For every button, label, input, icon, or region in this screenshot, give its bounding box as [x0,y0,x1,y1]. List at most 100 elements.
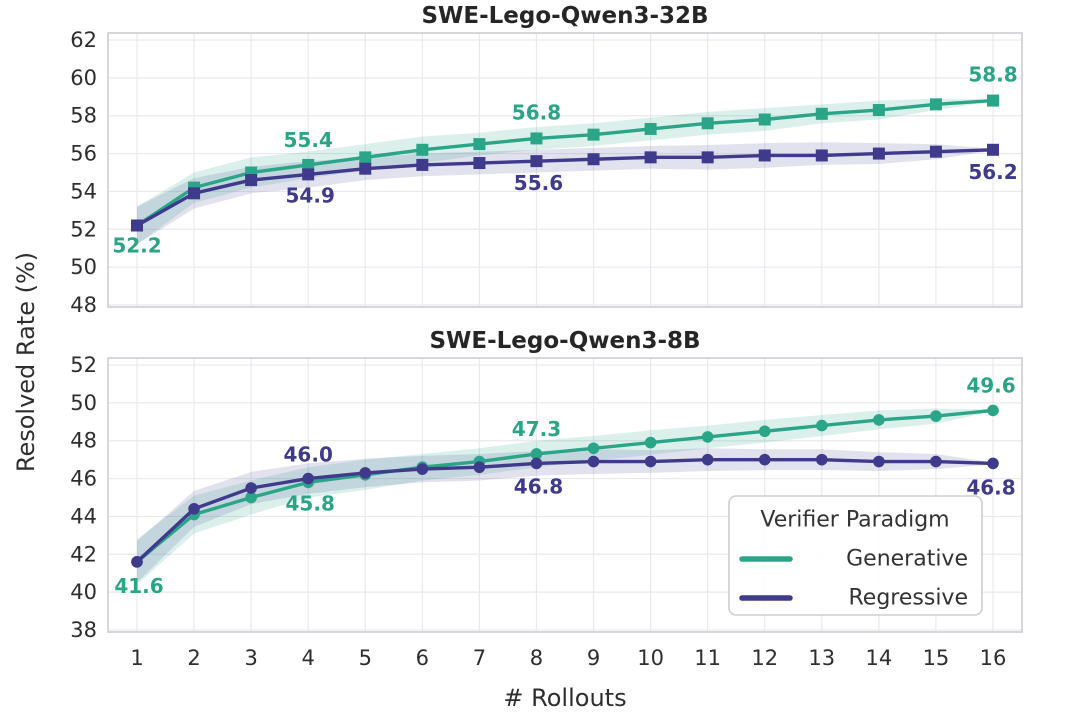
annotation-regressive-x16: 56.2 [968,160,1017,184]
y-tick-label: 46 [70,467,97,491]
marker-circle-regressive [701,453,714,466]
series-line-generative [136,98,994,227]
x-tick-label: 1 [130,646,143,670]
marker-square-generative [872,104,885,117]
marker-circle-generative [701,431,714,443]
x-tick-label: 5 [359,646,372,670]
marker-square-regressive [473,157,486,170]
x-tick-label: 6 [416,646,429,670]
marker-square-regressive [188,187,201,200]
x-tick-label: 14 [865,646,892,670]
marker-square-generative [587,128,600,141]
marker-square-generative [701,117,714,130]
marker-circle-regressive [245,482,257,494]
marker-circle-generative [758,425,771,438]
annotation-generative-x4: 55.4 [284,128,333,152]
marker-square-regressive [302,168,315,181]
x-tick-label: 13 [808,646,835,670]
y-tick-label: 54 [70,179,97,203]
marker-square-regressive [131,219,143,232]
marker-square-generative [815,107,828,120]
marker-circle-regressive [816,453,828,466]
legend: Verifier Paradigm Generative Regressive [728,495,983,616]
marker-square-regressive [872,147,885,160]
y-tick-label: 38 [70,618,97,642]
annotation-generative-x16: 58.8 [968,63,1017,87]
marker-square-generative [929,98,942,111]
marker-circle-regressive [473,461,486,474]
marker-square-regressive [530,155,543,168]
marker-square-generative [758,113,771,126]
marker-circle-generative [644,436,657,449]
marker-circle-regressive [302,472,315,485]
marker-square-generative [473,138,486,151]
x-tick-label: 2 [187,646,200,670]
annotation-regressive-x8: 46.8 [514,474,563,498]
marker-circle-regressive [131,556,143,568]
marker-square-generative [302,158,315,171]
marker-square-regressive [987,143,999,156]
x-tick-label: 16 [980,646,1007,670]
x-axis-label: # Rollouts [503,684,626,712]
marker-square-generative [416,143,429,156]
marker-circle-regressive [587,455,600,468]
marker-square-regressive [815,149,828,162]
y-tick-label: 50 [70,255,97,279]
marker-square-regressive [416,158,429,171]
chart-title: SWE-Lego-Qwen3-32B [421,3,708,29]
annotation-regressive-x4: 54.9 [286,183,335,207]
subplot-SWE-Lego-Qwen3-8B: 41.645.847.349.646.046.8 46.8384042444648… [70,328,1023,670]
marker-square-generative [987,94,999,107]
y-tick-label: 56 [70,142,97,166]
marker-square-regressive [701,151,714,164]
y-tick-label: 60 [70,66,97,90]
confidence-band-regressive [137,448,993,583]
marker-square-regressive [758,149,771,162]
y-tick-label: 48 [70,429,97,453]
marker-circle-generative [873,414,885,426]
x-tick-label: 8 [530,646,543,670]
chart-title: SWE-Lego-Qwen3-8B [429,328,700,354]
marker-circle-regressive [416,463,429,475]
marker-circle-generative [587,442,600,455]
legend-label-generative: Generative [846,547,968,572]
x-tick-label: 4 [302,646,315,670]
marker-circle-regressive [530,457,543,470]
x-tick-label: 12 [751,646,778,670]
x-tick-label: 11 [694,646,721,670]
y-tick-label: 44 [70,504,97,528]
marker-circle-generative [530,448,543,460]
annotation-generative-x8: 56.8 [512,100,561,124]
confidence-band-regressive [137,142,993,245]
subplot-SWE-Lego-Qwen3-32B: 52.2 55.4 56.8 58.8 54.9 55.6 56.2 48 50 52 54 56 58… [70,3,1023,317]
marker-square-regressive [644,151,657,164]
annotation-generative-x1: 41.6 [114,574,163,598]
y-tick-label: 40 [70,580,97,604]
marker-circle-generative [245,491,257,504]
marker-circle-regressive [359,467,372,479]
annotation-generative-x4: 45.8 [286,491,335,515]
x-tick-label: 7 [473,646,486,670]
legend-box [728,495,983,616]
marker-square-generative [644,122,657,135]
series-line-regressive [136,148,994,227]
series-line-generative [135,408,994,564]
legend-title: Verifier Paradigm [760,508,949,533]
y-tick-label: 42 [70,542,97,566]
confidence-band-generative [137,408,993,585]
marker-circle-generative [930,410,942,422]
x-tick-label: 9 [587,646,600,670]
marker-circle-regressive [644,455,657,468]
y-axis-label: Resolved Rate (%) [12,252,40,472]
y-tick-label: 52 [70,217,97,241]
x-tick-label: 3 [244,646,257,670]
annotation-generative-x1: 52.2 [112,234,161,258]
y-tick-label: 48 [70,293,97,317]
annotation-regressive-x4: 46.0 [284,443,333,467]
marker-circle-regressive [987,457,999,470]
annotation-generative-x16: 49.6 [966,373,1015,397]
marker-square-regressive [359,162,372,175]
plot-spines [107,357,1023,633]
annotation-regressive-x8: 55.6 [514,171,563,195]
